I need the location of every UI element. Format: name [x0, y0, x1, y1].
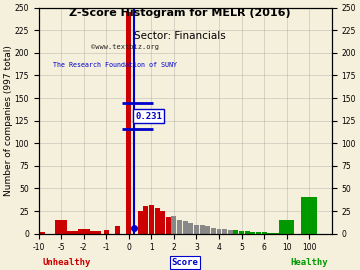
Bar: [262, 232, 266, 234]
Bar: [154, 208, 159, 234]
Bar: [211, 228, 216, 234]
Bar: [143, 207, 148, 234]
Bar: [245, 231, 249, 234]
Bar: [188, 223, 193, 234]
Bar: [55, 220, 67, 234]
Bar: [183, 221, 188, 234]
Bar: [70, 231, 82, 234]
Text: ©www.textbiz.org: ©www.textbiz.org: [91, 44, 159, 50]
Bar: [199, 225, 204, 234]
Bar: [273, 233, 278, 234]
Bar: [301, 217, 317, 234]
Bar: [250, 232, 255, 234]
Bar: [177, 220, 182, 234]
Bar: [228, 230, 233, 234]
Bar: [115, 226, 120, 234]
Bar: [63, 231, 75, 234]
Text: Sector: Financials: Sector: Financials: [134, 31, 226, 41]
Bar: [89, 231, 101, 234]
Text: Score: Score: [172, 258, 199, 267]
Text: Z-Score Histogram for MELR (2016): Z-Score Histogram for MELR (2016): [69, 8, 291, 18]
Bar: [166, 217, 171, 234]
Bar: [301, 197, 317, 234]
Bar: [33, 232, 45, 234]
Text: The Research Foundation of SUNY: The Research Foundation of SUNY: [53, 62, 177, 68]
Bar: [149, 205, 154, 234]
Bar: [264, 233, 269, 234]
Bar: [216, 229, 221, 234]
Bar: [270, 233, 275, 234]
Bar: [267, 233, 272, 234]
Bar: [126, 12, 131, 234]
Bar: [205, 226, 210, 234]
Bar: [160, 211, 165, 234]
Bar: [104, 230, 109, 234]
Bar: [78, 229, 90, 234]
Bar: [194, 225, 199, 234]
Bar: [233, 230, 238, 234]
Bar: [256, 232, 261, 234]
Bar: [279, 220, 294, 234]
Bar: [171, 215, 176, 234]
Bar: [278, 233, 283, 234]
Text: Healthy: Healthy: [291, 258, 328, 267]
Bar: [239, 231, 244, 234]
Bar: [222, 229, 227, 234]
Bar: [138, 211, 143, 234]
Text: 0.231: 0.231: [135, 112, 162, 121]
Text: Unhealthy: Unhealthy: [42, 258, 91, 267]
Y-axis label: Number of companies (997 total): Number of companies (997 total): [4, 45, 13, 196]
